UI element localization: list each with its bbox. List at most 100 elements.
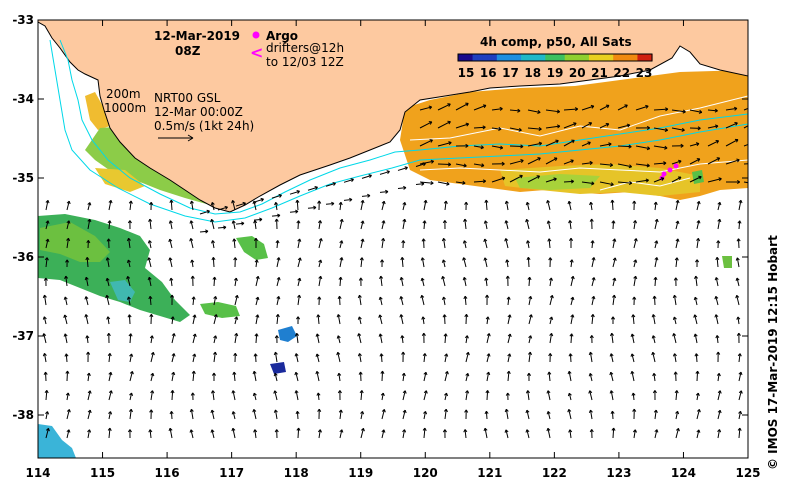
current-vector xyxy=(378,296,383,306)
current-vector xyxy=(253,220,258,230)
current-vector xyxy=(525,429,530,439)
current-vector xyxy=(189,220,194,230)
current-vector xyxy=(108,371,113,382)
current-vector xyxy=(199,229,209,234)
current-vector xyxy=(716,240,721,249)
current-vector xyxy=(632,296,637,306)
current-vector xyxy=(599,122,610,129)
colorbar-swatch xyxy=(627,54,634,61)
current-vector xyxy=(567,370,572,382)
current-vector xyxy=(400,257,405,268)
current-vector xyxy=(210,202,215,211)
current-vector xyxy=(689,126,701,131)
current-vector xyxy=(736,316,741,325)
current-vector xyxy=(455,180,466,185)
current-vector xyxy=(504,200,509,211)
current-vector xyxy=(635,104,649,111)
current-vector xyxy=(715,335,720,344)
current-vector xyxy=(738,199,743,211)
current-vector xyxy=(397,166,408,171)
current-vector xyxy=(599,142,612,147)
current-vector xyxy=(528,314,533,325)
colorbar-title: 4h comp, p50, All Sats xyxy=(480,35,632,49)
lat-tick-label: -38 xyxy=(12,408,34,422)
current-vector xyxy=(87,429,92,439)
current-vector xyxy=(581,122,593,129)
current-vector xyxy=(589,218,594,230)
current-vector xyxy=(630,333,635,344)
current-vector xyxy=(707,157,721,165)
current-vector xyxy=(42,353,47,363)
colorbar-tick-label: 18 xyxy=(524,66,541,80)
current-vector xyxy=(45,427,50,439)
current-vector xyxy=(612,238,617,249)
current-vector xyxy=(696,429,701,439)
current-vector xyxy=(725,158,740,165)
current-vector xyxy=(484,277,489,287)
current-vector xyxy=(599,163,614,168)
current-vector xyxy=(716,372,721,382)
current-vector xyxy=(357,353,362,363)
current-vector xyxy=(231,427,236,439)
colorbar-swatch xyxy=(477,54,483,61)
current-vector xyxy=(381,200,386,211)
current-vector xyxy=(42,294,47,306)
colorbar-swatch xyxy=(535,54,542,61)
current-vector xyxy=(609,353,614,363)
current-vector xyxy=(486,333,491,344)
current-vector xyxy=(612,257,617,268)
current-vector xyxy=(548,277,553,287)
argo-float-marker[interactable] xyxy=(673,163,679,169)
current-vector xyxy=(509,174,523,183)
current-vector xyxy=(275,240,280,249)
current-vector xyxy=(567,392,572,401)
current-vector xyxy=(66,409,71,420)
current-vector xyxy=(463,295,468,306)
current-vector xyxy=(717,218,722,230)
current-vector xyxy=(86,240,91,249)
current-vector xyxy=(231,390,236,401)
colorbar-swatch xyxy=(496,54,503,61)
current-vector xyxy=(563,179,574,184)
current-vector xyxy=(338,409,343,420)
current-vector xyxy=(591,277,596,287)
isotherm-3 xyxy=(599,177,691,191)
current-vector xyxy=(462,257,467,268)
current-vector xyxy=(654,429,659,439)
current-vector xyxy=(491,161,505,166)
current-vector xyxy=(485,294,490,306)
colorbar-swatch xyxy=(472,54,478,61)
current-vector xyxy=(274,429,279,439)
current-vector xyxy=(612,294,617,306)
current-vector xyxy=(297,294,302,306)
argo-float-marker[interactable] xyxy=(667,167,673,173)
current-vector xyxy=(402,390,407,401)
current-vector xyxy=(44,390,49,401)
current-vector xyxy=(317,408,322,420)
current-vector xyxy=(590,240,595,249)
current-vector xyxy=(213,335,218,344)
current-vector xyxy=(568,237,574,249)
colorbar-swatch xyxy=(622,54,629,61)
current-vector xyxy=(65,392,70,401)
current-vector xyxy=(635,125,650,130)
current-vectors xyxy=(42,102,748,439)
argo-float-marker[interactable] xyxy=(661,171,667,177)
current-vector xyxy=(192,314,197,325)
current-vector xyxy=(462,240,467,249)
lon-tick-label: 114 xyxy=(25,466,50,480)
current-vector xyxy=(106,332,111,344)
current-vector xyxy=(423,411,428,420)
current-vector xyxy=(696,220,701,230)
colorbar-swatch xyxy=(574,54,580,61)
current-vector xyxy=(84,314,89,325)
current-vector xyxy=(252,409,257,420)
current-vector xyxy=(527,126,542,132)
current-vector xyxy=(147,257,152,268)
current-vector xyxy=(485,316,490,325)
current-vector xyxy=(581,141,591,147)
current-vector xyxy=(707,139,720,147)
lat-tick-label: -35 xyxy=(12,171,34,185)
current-vector xyxy=(630,370,635,382)
current-vector xyxy=(653,107,669,112)
